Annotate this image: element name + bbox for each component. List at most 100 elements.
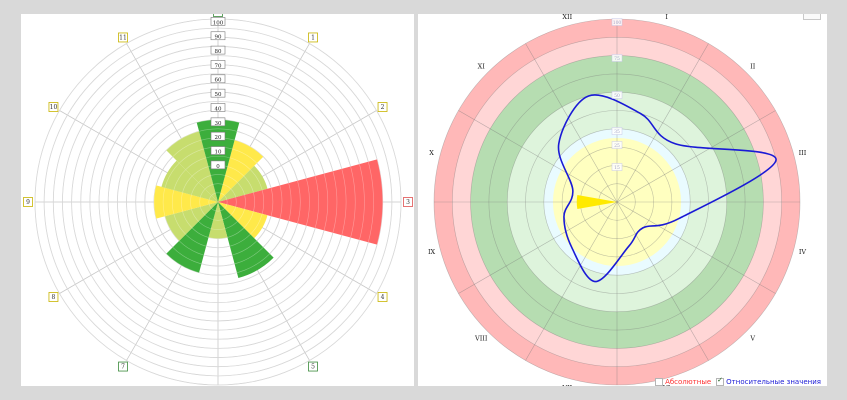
left-sector-label-box — [118, 361, 128, 372]
left-overgrid-ring — [144, 128, 292, 276]
left-sector-label: 3 — [406, 199, 410, 206]
right-scale-label: 75 — [614, 56, 620, 62]
right-scale-box — [611, 163, 623, 171]
left-sector-label: 9 — [26, 199, 30, 206]
left-sector-label-box — [308, 361, 318, 372]
right-sector-label: VIII — [474, 334, 488, 342]
left-scale-label: 40 — [215, 106, 222, 112]
right-sector-label: VII — [561, 384, 572, 386]
legend-label-absolute: Абсолютные — [665, 378, 712, 386]
right-scale-label: 50 — [614, 93, 620, 99]
left-scale-box — [210, 88, 226, 98]
legend-item-absolute[interactable]: Абсолютные — [655, 378, 711, 386]
right-absolute-wedge — [576, 195, 617, 209]
right-grid-spoke — [616, 110, 776, 203]
left-overgrid-ring — [89, 73, 347, 331]
right-sector-label: IX — [428, 248, 436, 256]
left-scale-labels: 0 10 20 30 40 50 60 70 80 90 100 — [210, 17, 226, 170]
right-grid-spoke — [458, 201, 618, 294]
left-scale-box — [210, 131, 226, 141]
right-scale-box — [611, 141, 623, 149]
right-scale-label: 25 — [614, 143, 620, 149]
left-overgrid-ring — [190, 174, 246, 230]
left-sector-5 — [218, 202, 274, 279]
left-sector-3 — [218, 159, 383, 245]
right-grid — [433, 18, 801, 386]
left-scale-label: 60 — [215, 78, 222, 84]
right-grid-spoke — [616, 201, 776, 294]
left-sector-label: 10 — [50, 104, 58, 111]
left-sector-8 — [164, 202, 218, 241]
left-scale-box — [210, 117, 226, 127]
left-overgrid-ring — [171, 155, 265, 249]
left-sector-label-box — [118, 32, 128, 43]
right-sector-label: IV — [799, 248, 807, 256]
legend-checkbox-relative[interactable] — [716, 376, 725, 386]
right-sector-label: XII — [562, 14, 572, 21]
left-scale-label: 50 — [215, 92, 222, 98]
left-scale-label: 90 — [215, 35, 222, 41]
left-sector-1 — [218, 140, 264, 202]
left-scale-box — [210, 146, 226, 155]
panel-tab[interactable] — [803, 14, 821, 20]
right-scale-box — [611, 18, 623, 26]
left-sector-label: 7 — [121, 364, 125, 371]
left-scale-box — [210, 45, 226, 55]
left-sector-11 — [166, 131, 218, 202]
right-scale-label: 35 — [614, 129, 620, 135]
left-sectors — [153, 119, 383, 279]
left-scale-label: 0 — [216, 164, 220, 170]
right-grid-spoke — [458, 110, 618, 203]
legend-checkbox-absolute[interactable] — [655, 378, 664, 386]
legend-item-relative[interactable]: Относительные значения — [716, 376, 821, 386]
left-sector-9 — [153, 185, 218, 219]
right-grid-spoke — [525, 201, 618, 361]
left-sector-label: 4 — [381, 294, 385, 301]
left-scale-box — [210, 17, 226, 26]
right-scale-label: 15 — [614, 165, 620, 171]
left-sector-label-box — [213, 14, 223, 17]
right-sector-label: III — [799, 149, 807, 157]
left-overgrid-ring — [199, 183, 237, 221]
left-sector-label: 12 — [214, 14, 222, 16]
left-sector-label-box — [377, 292, 388, 302]
left-sector-label: 1 — [311, 35, 315, 42]
left-sector-label: 11 — [119, 35, 127, 42]
left-scale-label: 100 — [213, 20, 224, 26]
right-sector-label: XI — [478, 63, 486, 71]
right-scale-label: 100 — [613, 20, 622, 26]
left-sector-10 — [161, 160, 218, 202]
left-sector-4 — [218, 202, 268, 239]
left-sector-label-box — [308, 32, 318, 43]
right-scale-labels: 100 75 50 35 25 15 — [611, 18, 623, 171]
left-sector-6 — [208, 202, 228, 239]
left-sector-label-box — [403, 197, 413, 207]
left-sector-label-box — [48, 292, 59, 302]
left-scale-label: 70 — [215, 63, 222, 69]
left-scale-box — [210, 31, 226, 41]
right-grid-spoke — [616, 201, 709, 361]
right-series — [557, 94, 777, 283]
left-sector-label-box — [23, 197, 33, 207]
left-overgrid-ring — [71, 55, 365, 349]
legend-label-relative: Относительные значения — [726, 378, 821, 386]
right-grid-spoke — [616, 43, 709, 203]
right-sector-label: I — [665, 14, 668, 21]
left-sector-label-box — [377, 102, 388, 112]
left-scale-box — [210, 160, 226, 170]
right-scale-box — [611, 54, 623, 62]
left-sector-7 — [166, 202, 218, 273]
right-relative-series-line — [557, 94, 777, 283]
left-scale-label: 20 — [215, 135, 222, 141]
left-scale-box — [210, 60, 226, 69]
left-scale-label: 10 — [215, 149, 222, 155]
left-sector-labels: 123456789101112 — [23, 14, 413, 372]
right-sector-label: II — [750, 63, 756, 71]
left-sector-label: 2 — [381, 104, 385, 111]
left-scale-label: 30 — [215, 121, 222, 127]
left-scale-label: 80 — [215, 49, 222, 55]
left-sector-label: 8 — [52, 294, 56, 301]
